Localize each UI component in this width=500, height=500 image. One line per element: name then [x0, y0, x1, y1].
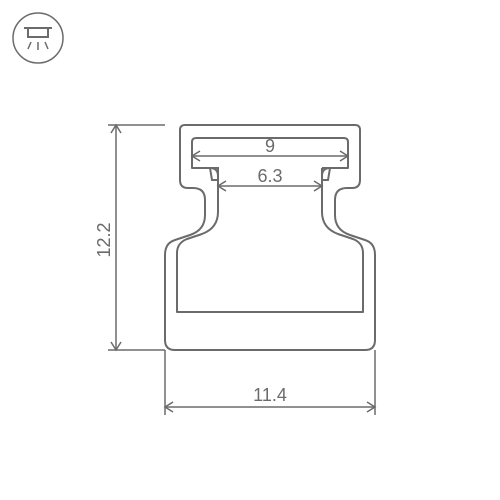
dim-9-label: 9 [265, 136, 275, 156]
dim-6p3-label: 6.3 [257, 166, 282, 186]
dimension-inner-width: 9 [192, 136, 348, 161]
technical-drawing: 9 6.3 12.2 11.4 [0, 0, 500, 500]
dimension-height: 12.2 [94, 125, 165, 350]
downlight-icon [13, 13, 63, 63]
dimension-slot-width: 6.3 [218, 166, 322, 191]
dimension-outer-width: 11.4 [165, 350, 375, 415]
dim-11p4-label: 11.4 [253, 385, 287, 405]
dim-12p2-label: 12.2 [94, 222, 114, 257]
